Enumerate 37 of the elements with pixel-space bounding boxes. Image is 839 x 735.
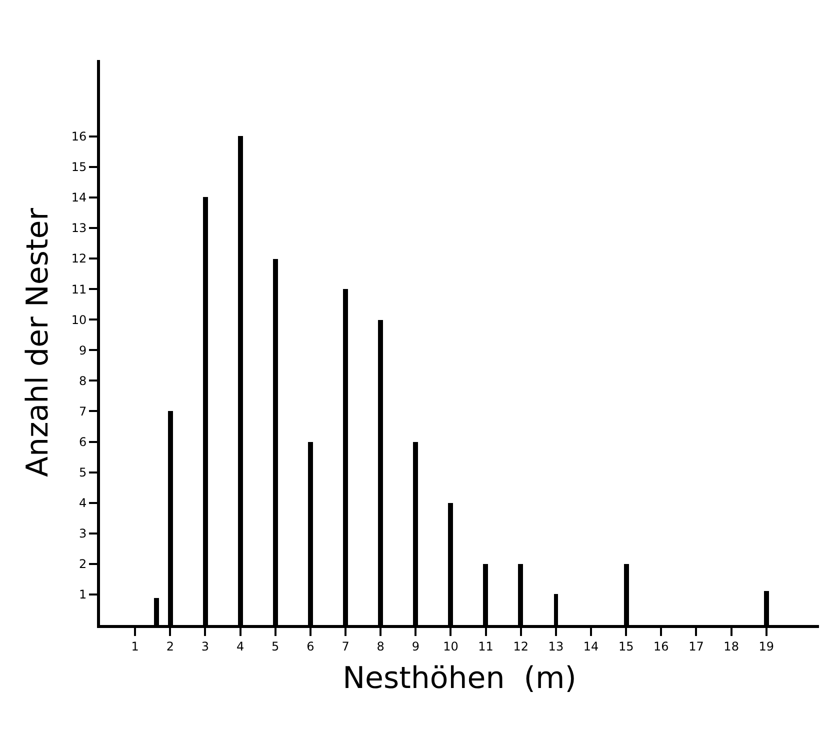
y-tick-label: 11 <box>71 282 87 296</box>
x-tick-label: 10 <box>443 639 458 654</box>
x-tick-label: 13 <box>548 639 564 654</box>
y-tick-label: 12 <box>71 252 87 266</box>
y-tick-label: 3 <box>78 526 87 541</box>
x-tick-label: 16 <box>654 639 669 654</box>
x-tick-label: 12 <box>513 639 529 654</box>
y-tick-label: 5 <box>78 466 87 480</box>
x-tick-label: 7 <box>342 639 350 654</box>
y-tick-label: 9 <box>78 343 87 358</box>
x-tick-label: 6 <box>306 639 314 654</box>
y-tick-label: 15 <box>71 160 87 174</box>
y-tick-label: 4 <box>78 496 87 510</box>
y-tick-label: 16 <box>71 130 87 144</box>
y-axis-title: Anzahl der Nester <box>20 207 56 478</box>
y-tick-label: 1 <box>78 588 87 602</box>
y-tick-label: 2 <box>78 557 87 572</box>
x-tick-label: 18 <box>724 639 739 654</box>
x-tick-label: 8 <box>376 639 384 654</box>
y-tick-label: 7 <box>78 404 87 418</box>
x-tick-label: 15 <box>618 639 634 654</box>
x-tick-label: 2 <box>166 639 174 654</box>
x-tick-label: 17 <box>688 639 704 654</box>
x-tick-label: 4 <box>236 639 244 654</box>
x-tick-label: 3 <box>201 639 210 654</box>
y-tick-label: 14 <box>71 190 87 205</box>
x-tick-label: 5 <box>272 639 280 654</box>
y-tick-label: 13 <box>71 221 87 236</box>
x-axis-title: Nesthöhen (m) <box>342 660 576 696</box>
x-tick-label: 14 <box>583 639 599 654</box>
x-tick-label: 1 <box>131 639 139 654</box>
x-tick-label: 19 <box>758 639 774 654</box>
y-tick-label: 6 <box>78 434 87 449</box>
y-tick-label: 8 <box>78 374 87 388</box>
y-tick-label: 10 <box>71 312 87 327</box>
x-tick-label: 11 <box>478 639 494 654</box>
x-tick-label: 9 <box>412 639 420 654</box>
